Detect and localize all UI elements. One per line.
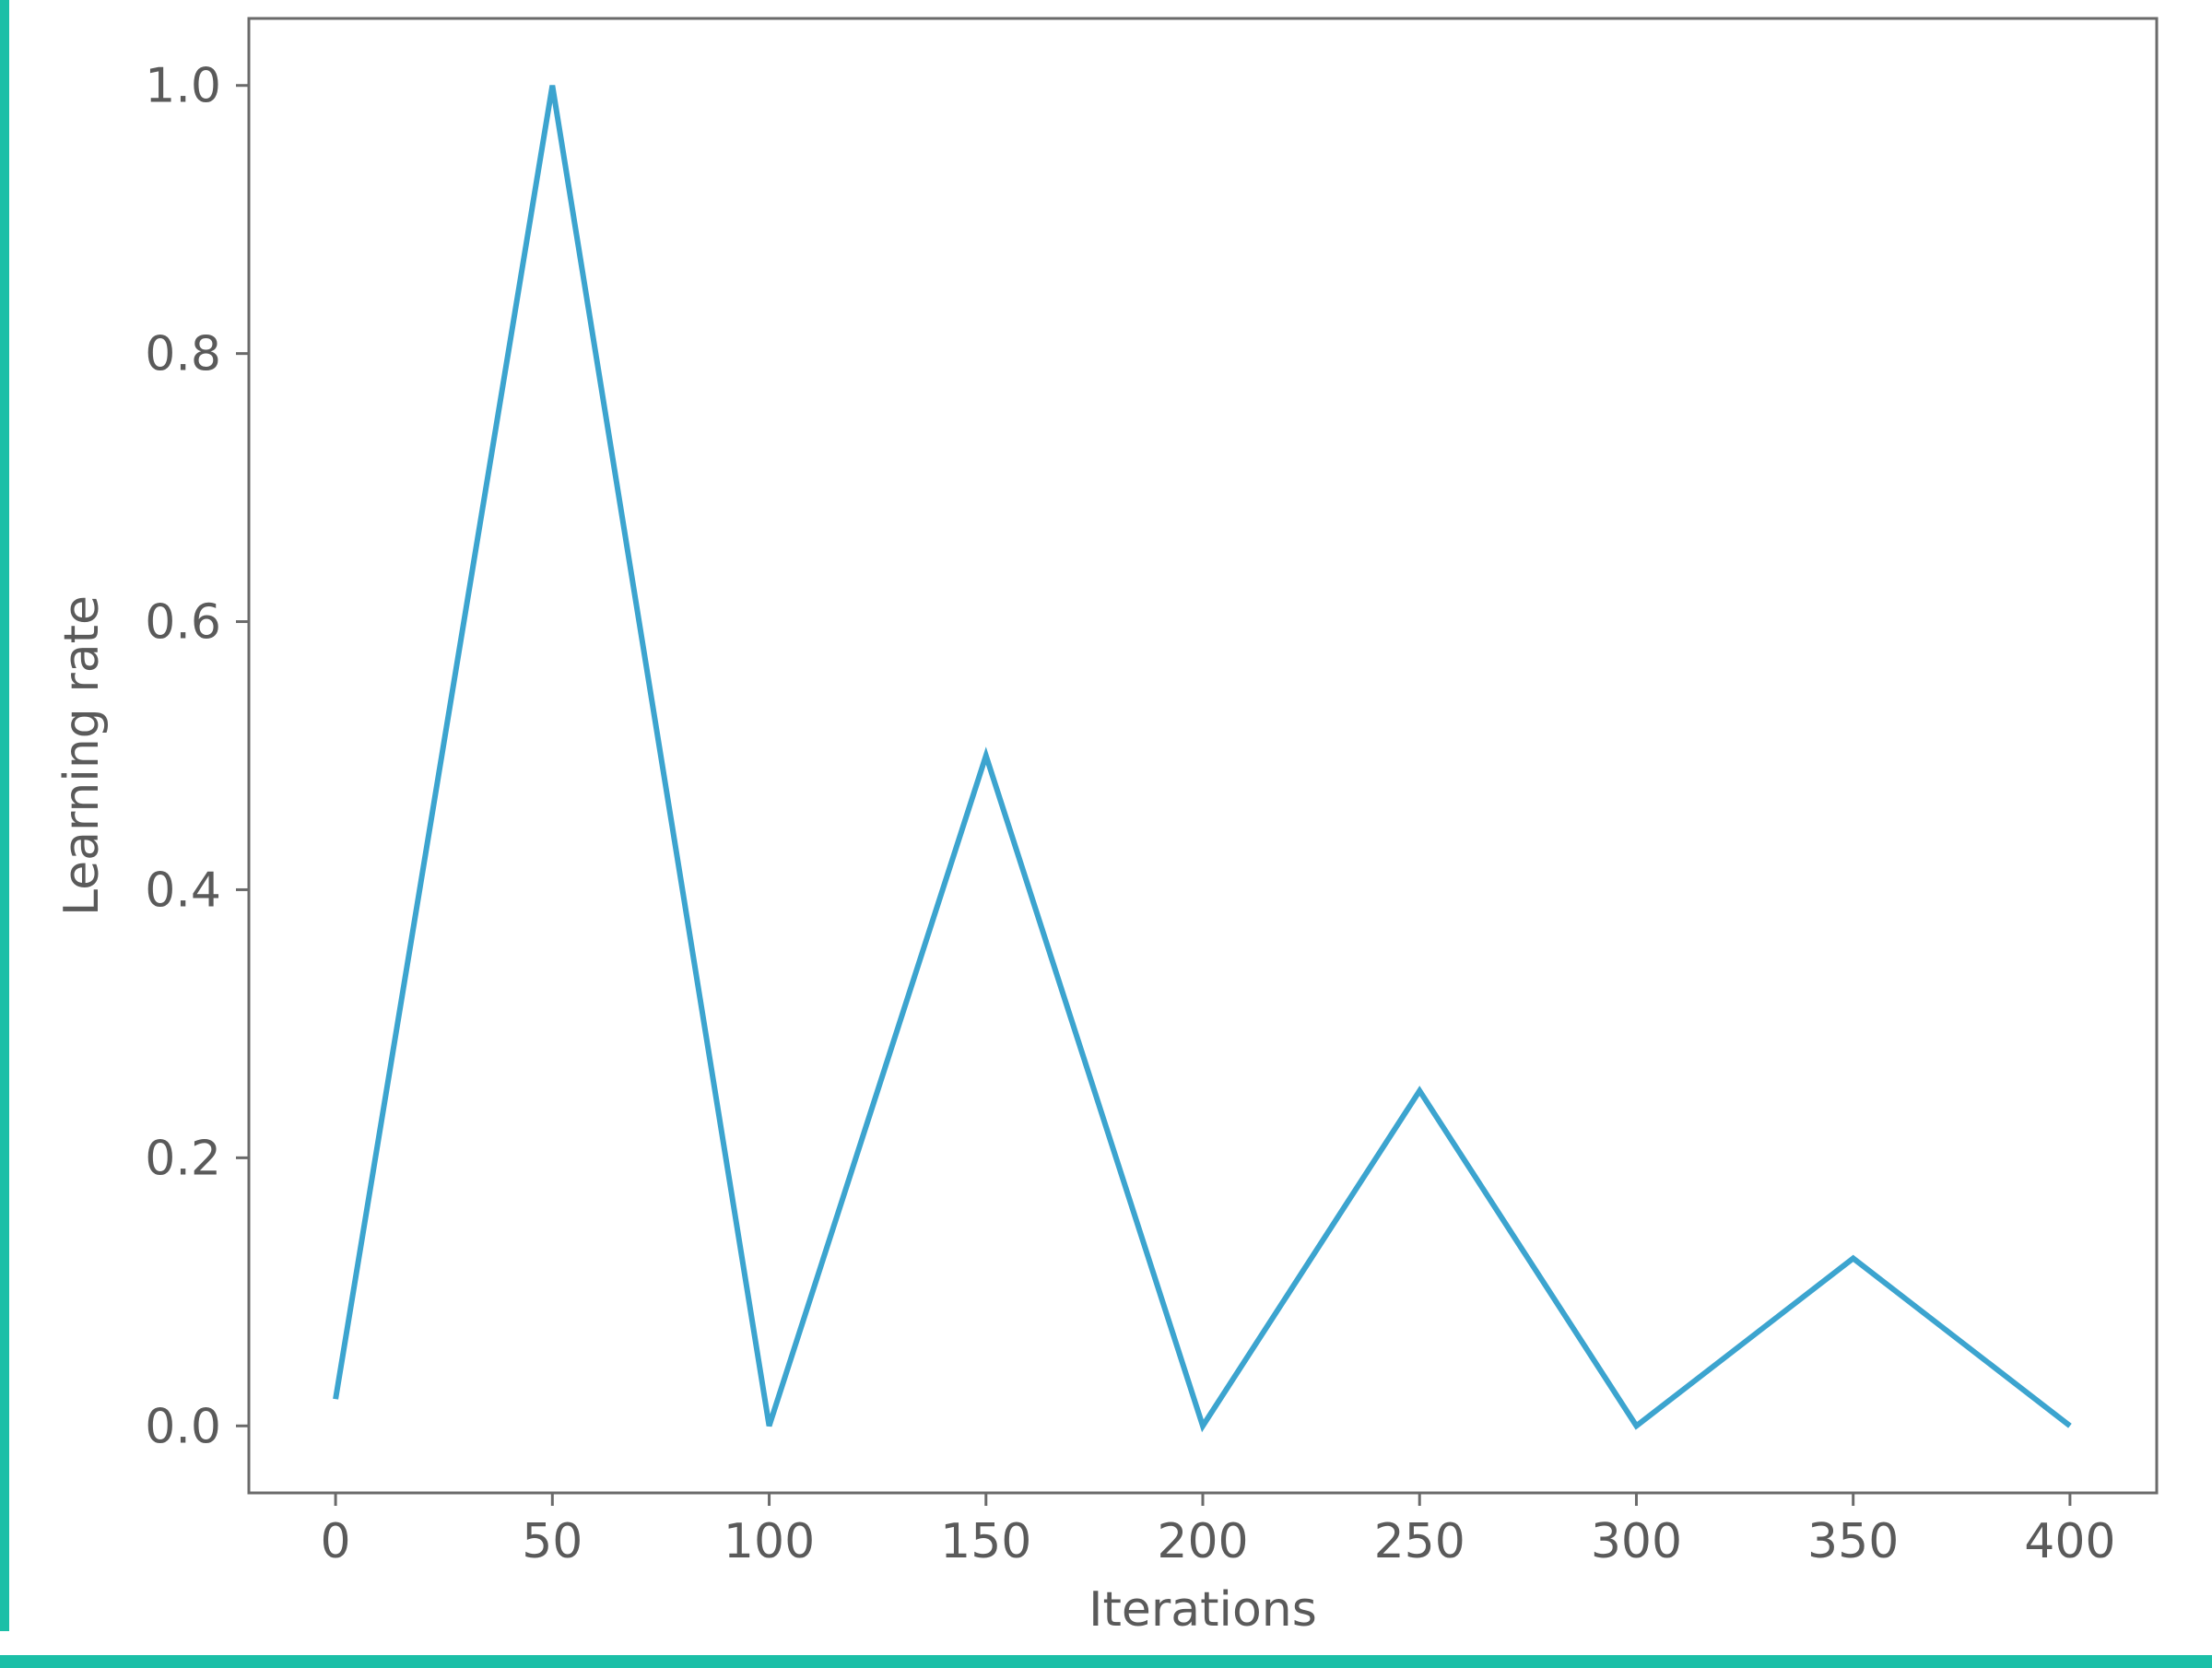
x-tick-label: 400 bbox=[2024, 1514, 2115, 1569]
chart-svg: 0 50 100 150 200 250 300 350 400 0.0 0.2 0.4 0.6 0.8… bbox=[9, 0, 2212, 1655]
x-tick-labels: 0 50 100 150 200 250 300 350 400 bbox=[321, 1514, 2116, 1569]
x-axis-label: Iterations bbox=[1088, 1582, 1317, 1638]
x-tick-label: 200 bbox=[1157, 1514, 1248, 1569]
bottom-accent-strip bbox=[0, 1655, 2212, 1668]
y-tick-labels: 0.0 0.2 0.4 0.6 0.8 1.0 bbox=[145, 59, 221, 1455]
y-ticks bbox=[236, 86, 249, 1427]
learning-rate-chart: 0 50 100 150 200 250 300 350 400 0.0 0.2 0.4 0.6 0.8… bbox=[9, 0, 2212, 1655]
x-tick-label: 50 bbox=[522, 1514, 582, 1569]
x-tick-label: 0 bbox=[321, 1514, 351, 1569]
y-tick-label: 0.2 bbox=[145, 1131, 221, 1186]
x-tick-label: 150 bbox=[940, 1514, 1031, 1569]
x-tick-label: 300 bbox=[1591, 1514, 1682, 1569]
x-ticks bbox=[335, 1493, 2070, 1506]
y-tick-label: 0.8 bbox=[145, 327, 221, 382]
y-tick-label: 0.6 bbox=[145, 595, 221, 651]
left-accent-strip bbox=[0, 0, 9, 1631]
y-axis-label: Learning rate bbox=[54, 595, 110, 916]
x-tick-label: 350 bbox=[1807, 1514, 1899, 1569]
x-tick-label: 250 bbox=[1374, 1514, 1465, 1569]
y-tick-label: 0.4 bbox=[145, 863, 221, 918]
y-tick-label: 1.0 bbox=[145, 59, 221, 114]
y-tick-label: 0.0 bbox=[145, 1399, 221, 1454]
x-tick-label: 100 bbox=[724, 1514, 815, 1569]
